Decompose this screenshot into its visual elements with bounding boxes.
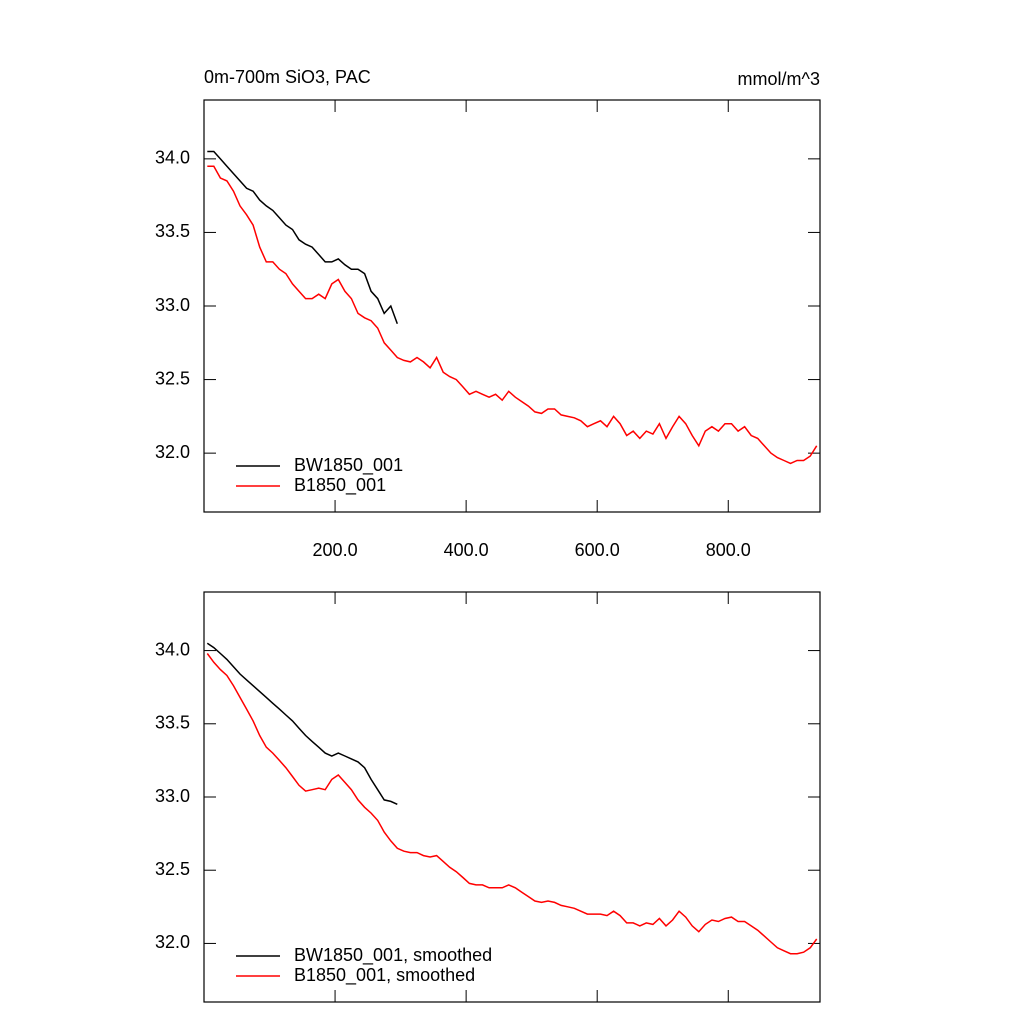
legend-label: BW1850_001 (294, 455, 403, 476)
y-tick-label: 32.5 (155, 368, 190, 388)
plot-frame (203, 99, 821, 513)
legend-label: BW1850_001, smoothed (294, 945, 492, 966)
x-tick-label: 400.0 (444, 540, 489, 560)
legend-label: B1850_001 (294, 475, 386, 496)
y-tick-label: 32.0 (155, 442, 190, 462)
y-tick-label: 33.5 (155, 221, 190, 241)
y-tick-label: 34.0 (155, 148, 190, 168)
x-tick-label: 200.0 (313, 540, 358, 560)
series-line (207, 165, 818, 465)
y-tick-label: 32.0 (155, 932, 190, 952)
x-tick-label: 600.0 (575, 540, 620, 560)
x-tick-label: 800.0 (706, 540, 751, 560)
y-tick-label: 33.5 (155, 713, 190, 733)
series-line (206, 642, 398, 805)
legend-label: B1850_001, smoothed (294, 965, 475, 986)
series-line (206, 653, 818, 955)
series-line (207, 150, 399, 324)
y-tick-label: 34.0 (155, 639, 190, 659)
chart-title: 0m-700m SiO3, PAC (204, 67, 371, 87)
y-tick-label: 33.0 (155, 786, 190, 806)
y-tick-label: 32.5 (155, 859, 190, 879)
units-label: mmol/m^3 (738, 69, 820, 89)
plot-frame (203, 591, 821, 1003)
y-tick-label: 33.0 (155, 295, 190, 315)
